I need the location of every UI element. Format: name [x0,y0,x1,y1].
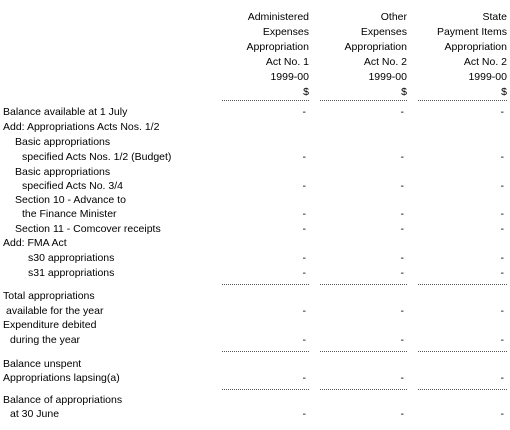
row-label: at 30 June [10,408,60,420]
cell-value: - [400,106,405,118]
cell-value: - [302,305,307,317]
rule [320,284,407,285]
cell-value: - [500,151,505,163]
rule [320,100,407,101]
row-label: the Finance Minister [22,208,117,220]
cell-value: - [500,408,505,420]
column-header: Act No. 1 [265,56,309,68]
row-label: during the year [10,334,81,346]
cell-value: - [302,408,307,420]
rule [418,351,507,352]
cell-value: - [500,372,505,384]
column-header: Act No. 2 [463,56,507,68]
row-label: Expenditure debited [3,319,97,331]
rule [222,389,309,390]
row-label: Add: FMA Act [3,237,67,249]
rule [222,100,309,101]
cell-value: - [400,334,405,346]
row-label: specified Acts No. 3/4 [22,180,123,192]
cell-value: - [400,267,405,279]
column-header: State [482,11,507,23]
cell-value: - [500,252,505,264]
cell-value: - [400,408,405,420]
column-header: 1999-00 [468,71,507,83]
row-label: Basic appropriations [15,166,111,178]
cell-value: - [400,208,405,220]
rule [320,351,407,352]
row-label: Basic appropriations [15,136,111,148]
cell-value: - [302,223,307,235]
rule [222,351,309,352]
row-label: Balance available at 1 July [3,106,128,118]
column-header: 1999-00 [368,71,407,83]
cell-value: - [302,334,307,346]
cell-value: - [302,151,307,163]
row-label: specified Acts Nos. 1/2 (Budget) [22,151,172,163]
row-label: Section 11 - Comcover receipts [15,223,161,235]
row-label: s31 appropriations [28,267,115,279]
cell-value: - [500,305,505,317]
column-header: Appropriation [344,41,407,53]
cell-value: - [500,223,505,235]
column-header: Appropriation [444,41,507,53]
column-header: $ [303,86,309,98]
rule [418,284,507,285]
rule [320,389,407,390]
cell-value: - [500,180,505,192]
row-label: Add: Appropriations Acts Nos. 1/2 [3,121,160,133]
column-header: $ [401,86,407,98]
column-header: Expenses [262,26,309,38]
cell-value: - [400,151,405,163]
cell-value: - [500,267,505,279]
row-label: Section 10 - Advance to [15,194,126,206]
row-label: s30 appropriations [28,252,115,264]
rule [222,284,309,285]
cell-value: - [400,180,405,192]
column-header: Administered [247,11,309,23]
rule [418,389,507,390]
column-header: $ [501,86,507,98]
cell-value: - [500,334,505,346]
row-label: Total appropriations [3,290,95,302]
column-header: Act No. 2 [363,56,407,68]
cell-value: - [302,252,307,264]
cell-value: - [400,372,405,384]
column-header: Other [380,11,407,23]
row-label: Balance unspent [3,358,82,370]
cell-value: - [302,106,307,118]
cell-value: - [302,372,307,384]
row-label: available for the year [6,305,104,317]
column-header: Appropriation [246,41,309,53]
cell-value: - [302,180,307,192]
cell-value: - [500,106,505,118]
cell-value: - [400,252,405,264]
cell-value: - [302,267,307,279]
column-header: Expenses [360,26,407,38]
cell-value: - [500,208,505,220]
rule [418,100,507,101]
row-label: Balance of appropriations [3,394,123,406]
cell-value: - [400,223,405,235]
cell-value: - [302,208,307,220]
column-header: 1999-00 [270,71,309,83]
column-header: Payment Items [436,26,507,38]
row-label: Appropriations lapsing(a) [3,372,120,384]
cell-value: - [400,305,405,317]
